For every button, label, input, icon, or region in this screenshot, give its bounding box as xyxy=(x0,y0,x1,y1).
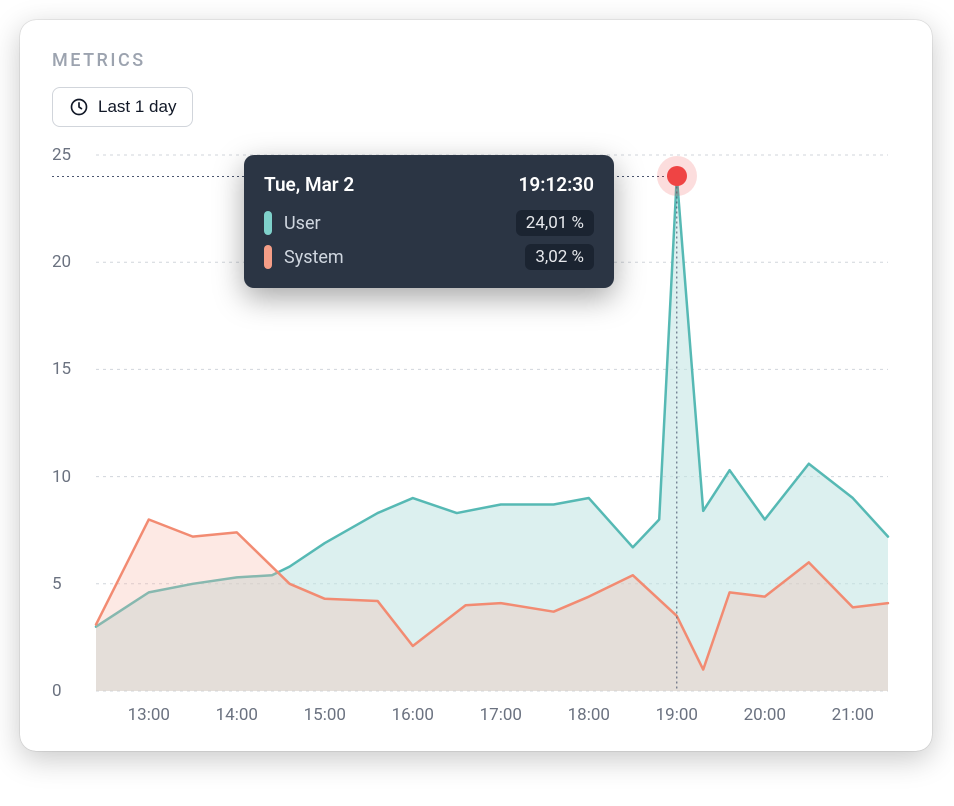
x-tick-label: 16:00 xyxy=(392,705,434,725)
tooltip-user-value: 24,01 % xyxy=(516,210,594,236)
x-tick-label: 18:00 xyxy=(568,705,610,725)
y-tick-label: 10 xyxy=(52,467,71,487)
y-tick-label: 5 xyxy=(52,574,62,594)
user-swatch xyxy=(264,211,272,235)
tooltip-system-label: System xyxy=(284,247,344,268)
chart-area[interactable]: Tue, Mar 2 19:12:30 User 24,01 % System … xyxy=(52,145,900,725)
tooltip-row: User 24,01 % xyxy=(264,210,594,236)
metrics-card: METRICS Last 1 day Tue, Mar 2 19:12:30 U… xyxy=(20,20,932,751)
system-swatch xyxy=(264,245,272,269)
y-tick-label: 25 xyxy=(52,145,71,165)
card-title: METRICS xyxy=(52,50,900,71)
x-tick-label: 13:00 xyxy=(128,705,170,725)
clock-icon xyxy=(69,97,89,117)
x-tick-label: 14:00 xyxy=(216,705,258,725)
x-tick-label: 21:00 xyxy=(832,705,874,725)
y-tick-label: 0 xyxy=(52,681,62,701)
y-tick-label: 20 xyxy=(52,252,71,272)
x-tick-label: 20:00 xyxy=(744,705,786,725)
tooltip-system-value: 3,02 % xyxy=(525,244,594,270)
time-range-label: Last 1 day xyxy=(98,97,176,117)
tooltip-date: Tue, Mar 2 xyxy=(264,173,354,196)
x-tick-label: 15:00 xyxy=(304,705,346,725)
tooltip-row: System 3,02 % xyxy=(264,244,594,270)
y-tick-label: 15 xyxy=(52,359,71,379)
tooltip-time: 19:12:30 xyxy=(519,173,594,196)
x-tick-label: 17:00 xyxy=(480,705,522,725)
chart-tooltip: Tue, Mar 2 19:12:30 User 24,01 % System … xyxy=(244,155,614,288)
x-tick-label: 19:00 xyxy=(656,705,698,725)
time-range-button[interactable]: Last 1 day xyxy=(52,87,193,127)
tooltip-user-label: User xyxy=(284,213,321,234)
marker-dot xyxy=(667,166,687,186)
